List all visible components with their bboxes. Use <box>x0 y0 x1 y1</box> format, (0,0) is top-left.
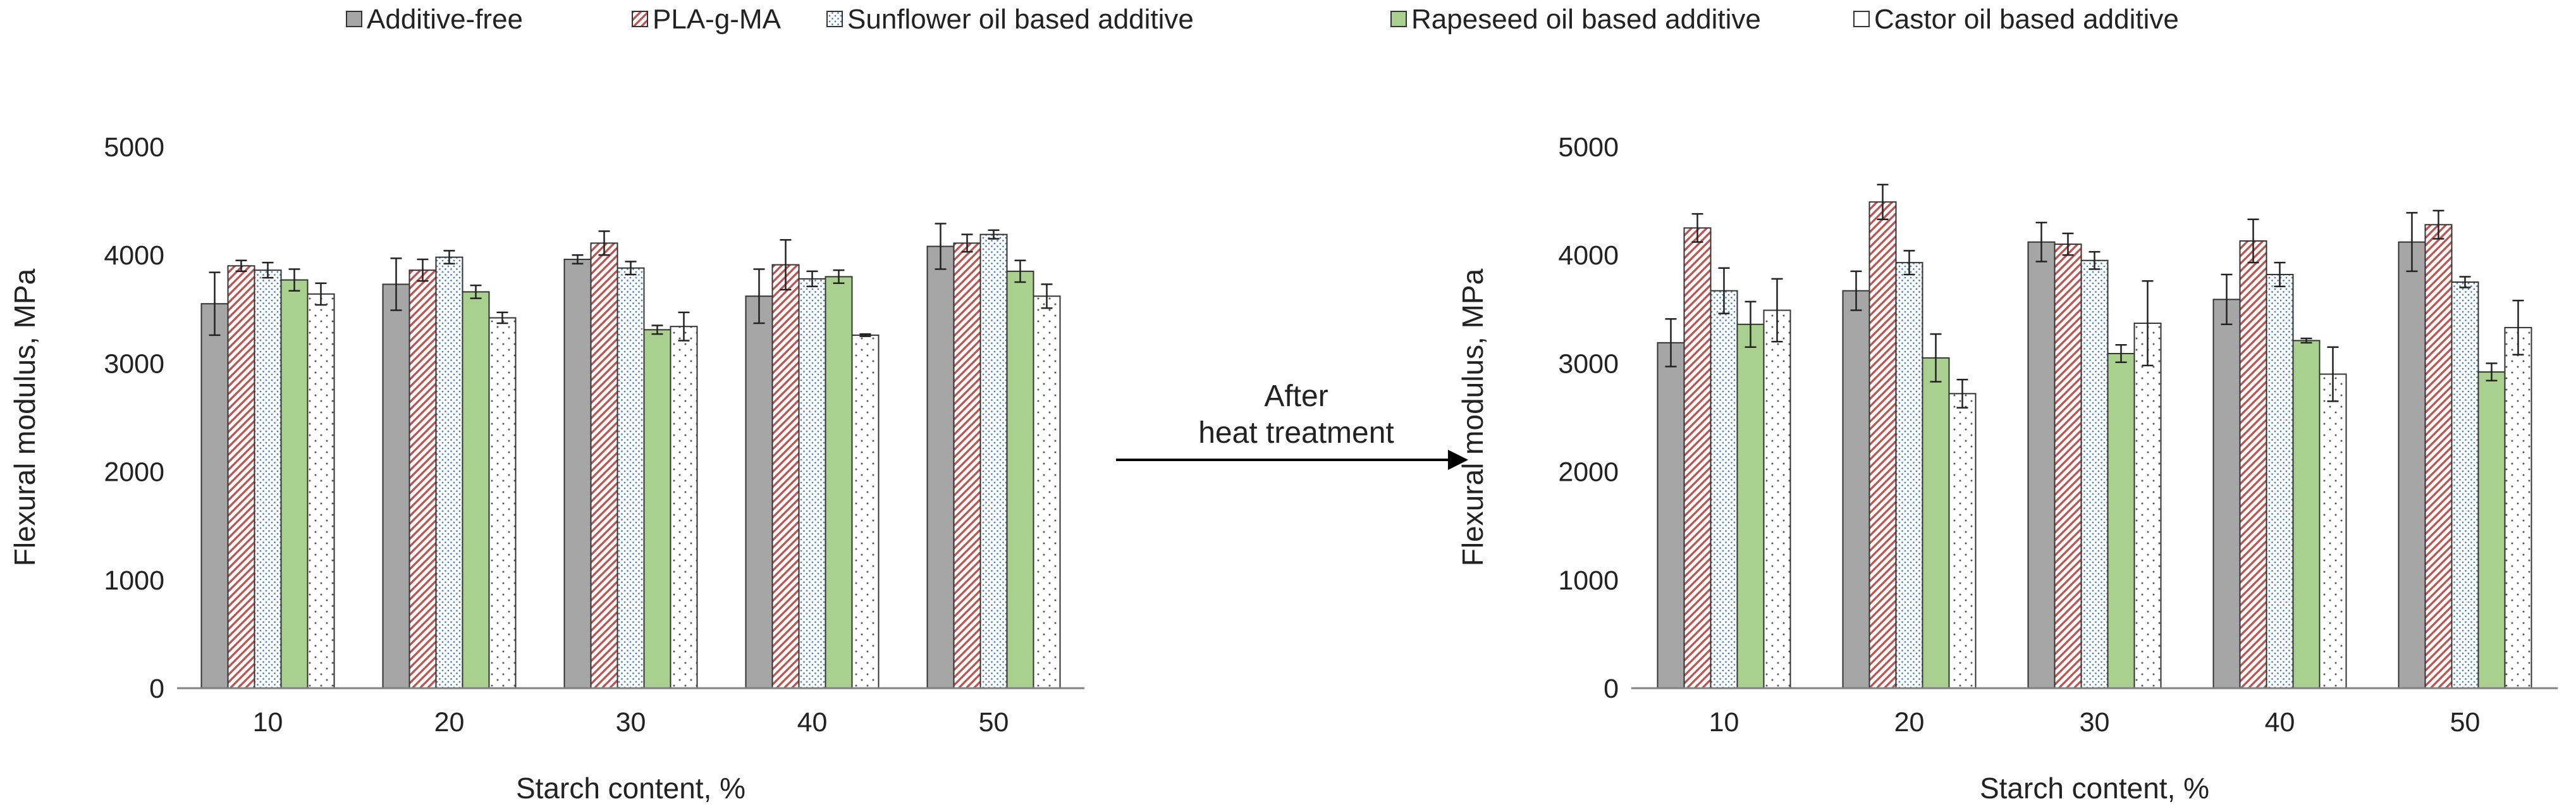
y-tick-label: 3000 <box>104 349 164 379</box>
x-tick-label: 40 <box>2265 707 2295 738</box>
arrow-label-line2: heat treatment <box>1198 416 1394 450</box>
legend-label: Castor oil based additive <box>1874 4 2179 35</box>
y-axis-title: Flexural modulus, MPa <box>8 268 41 566</box>
bar-sunflower <box>798 278 826 689</box>
y-tick-label: 5000 <box>104 132 164 163</box>
bar-rapeseed <box>2477 371 2506 689</box>
legend-swatch-castor <box>1853 11 1870 27</box>
bar-additive-free <box>745 295 773 689</box>
bar-pla-g-ma <box>2424 224 2453 689</box>
bar-rapeseed <box>643 329 672 689</box>
bar-additive-free <box>382 283 410 689</box>
legend-item-additive-free: Additive-free <box>346 4 523 35</box>
bar-rapeseed <box>2292 340 2321 689</box>
bar-castor <box>1948 393 1977 689</box>
bar-castor <box>2504 326 2532 689</box>
x-tick-label: 20 <box>1894 707 1925 738</box>
x-tick-label: 50 <box>2450 707 2481 738</box>
y-tick-label: 2000 <box>1558 457 1619 488</box>
bar-rapeseed <box>280 279 309 689</box>
bar-sunflower <box>1710 290 1738 689</box>
y-tick-label: 2000 <box>104 457 164 488</box>
x-tick-label: 30 <box>2080 707 2110 738</box>
bar-castor <box>2133 323 2162 689</box>
bar-pla-g-ma <box>1868 201 1897 689</box>
x-tick-label: 40 <box>797 707 828 738</box>
x-tick-label: 20 <box>434 707 465 738</box>
bar-rapeseed <box>1922 357 1950 689</box>
arrowhead-icon <box>1448 450 1468 470</box>
chart-before-heat-treatment: 0 1000 2000 3000 4000 5000 10 20 30 40 50 Starch co… <box>8 132 1084 805</box>
bar-castor <box>1763 309 1791 689</box>
bar-additive-free <box>2212 299 2241 689</box>
bar-castor <box>488 317 517 689</box>
y-tick-label: 5000 <box>1558 132 1619 163</box>
legend: Additive-free PLA-g-MA Sunflower oil bas… <box>346 4 2179 35</box>
bar-sunflower <box>979 233 1008 689</box>
x-tick-label: 30 <box>616 707 646 738</box>
y-tick-label: 1000 <box>1558 565 1619 596</box>
x-axis-title: Starch content, % <box>516 772 745 805</box>
x-tick-label: 10 <box>1709 707 1739 738</box>
bar-rapeseed <box>2107 352 2135 689</box>
y-tick-label: 4000 <box>1558 240 1619 271</box>
x-axis-title: Starch content, % <box>1980 772 2209 805</box>
bar-additive-free <box>926 245 955 689</box>
y-tick-label: 0 <box>1604 674 1619 704</box>
legend-item-rapeseed: Rapeseed oil based additive <box>1390 4 1761 35</box>
legend-item-castor: Castor oil based additive <box>1853 4 2179 35</box>
legend-label: PLA-g-MA <box>653 4 782 35</box>
bar-castor <box>1033 295 1061 689</box>
bar-additive-free <box>563 259 592 689</box>
bar-pla-g-ma <box>953 242 981 689</box>
bar-pla-g-ma <box>227 265 255 689</box>
bar-additive-free <box>1842 290 1870 689</box>
y-tick-label: 1000 <box>104 565 164 596</box>
bar-rapeseed <box>1736 323 1765 689</box>
legend-swatch-pla-g-ma <box>632 11 648 27</box>
bar-castor <box>851 334 880 689</box>
bar-rapeseed <box>825 276 853 689</box>
bar-pla-g-ma <box>1683 227 1712 689</box>
chart-after-heat-treatment: 0 1000 2000 3000 4000 5000 10 20 30 40 50 Starch co… <box>1456 132 2558 805</box>
bar-additive-free <box>1657 342 1685 689</box>
bar-sunflower <box>1895 262 1923 689</box>
bar-pla-g-ma <box>408 269 437 689</box>
bar-pla-g-ma <box>771 264 800 689</box>
bar-sunflower <box>2451 281 2479 689</box>
legend-label: Additive-free <box>367 4 523 35</box>
bar-sunflower <box>2266 274 2294 689</box>
legend-item-pla-g-ma: PLA-g-MA <box>632 4 782 35</box>
y-axis-title: Flexural modulus, MPa <box>1456 268 1489 566</box>
arrow-label-line1: After <box>1264 380 1328 413</box>
bar-rapeseed <box>462 291 490 689</box>
bar-pla-g-ma <box>2054 244 2082 689</box>
legend-item-sunflower: Sunflower oil based additive <box>826 4 1194 35</box>
bar-pla-g-ma <box>590 242 618 689</box>
bar-sunflower <box>254 269 282 689</box>
x-tick-label: 10 <box>253 707 283 738</box>
bar-sunflower <box>435 256 463 689</box>
bar-additive-free <box>2398 241 2426 689</box>
legend-swatch-rapeseed <box>1390 11 1407 27</box>
legend-label: Sunflower oil based additive <box>847 4 1194 35</box>
bar-additive-free <box>2027 241 2056 689</box>
bar-pla-g-ma <box>2239 240 2267 689</box>
bar-castor <box>2319 373 2347 689</box>
legend-swatch-sunflower <box>826 11 843 27</box>
bar-castor <box>670 326 698 689</box>
heat-treatment-arrow: After heat treatment <box>1116 380 1468 470</box>
x-tick-label: 50 <box>979 707 1009 738</box>
bar-sunflower <box>616 267 645 689</box>
legend-label: Rapeseed oil based additive <box>1411 4 1761 35</box>
bar-castor <box>307 293 335 689</box>
bar-sunflower <box>2080 259 2109 689</box>
y-tick-label: 0 <box>149 674 164 704</box>
legend-swatch-additive-free <box>346 11 362 27</box>
y-tick-label: 3000 <box>1558 349 1619 379</box>
y-tick-label: 4000 <box>104 240 164 271</box>
bar-rapeseed <box>1006 270 1034 689</box>
bar-additive-free <box>200 303 229 689</box>
